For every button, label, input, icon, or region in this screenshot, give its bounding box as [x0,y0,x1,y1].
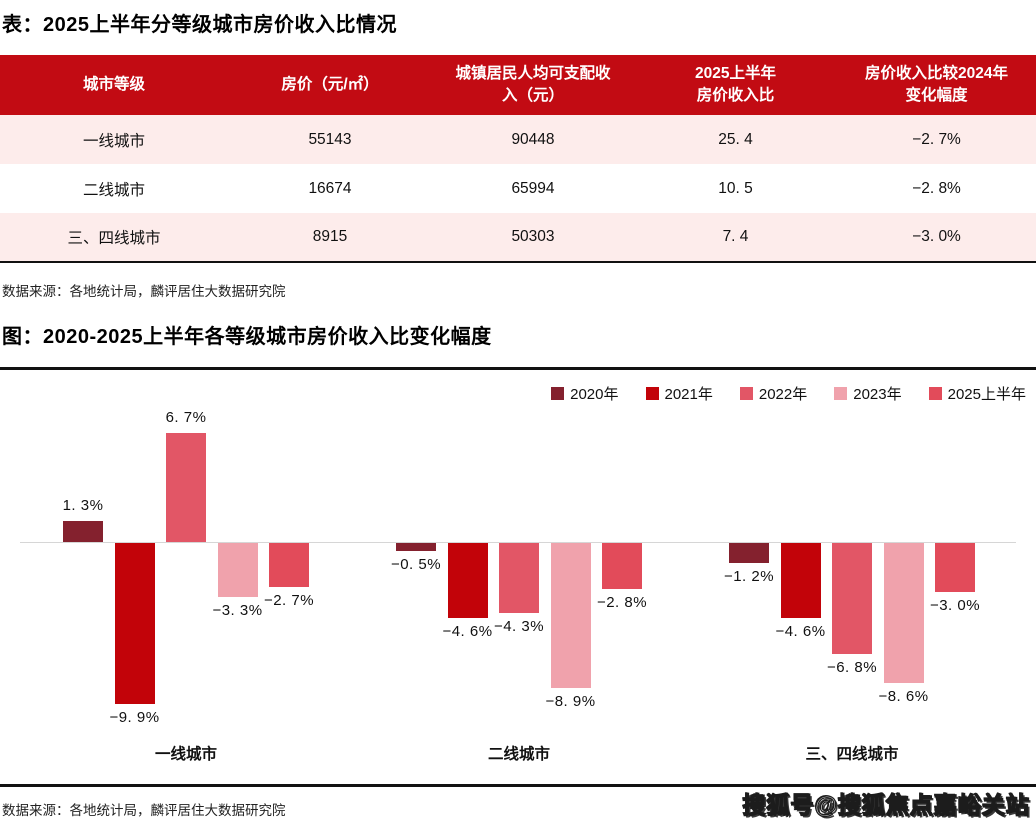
legend-item: 2025上半年 [928,383,1026,404]
table-cell: −2. 8% [837,164,1036,213]
bar-value-label: 6. 7% [165,409,207,426]
column-header-1: 房价（元/㎡） [228,55,432,115]
bar-value-label: −9. 9% [109,709,160,726]
table-cell: 25. 4 [634,115,837,164]
table-cell: 10. 5 [634,164,837,213]
legend-swatch-icon [739,387,753,400]
table-cell: 65994 [432,164,634,213]
bar-2022年-二线城市 [499,543,539,613]
zero-axis-line [20,542,1016,543]
bar-value-label: −0. 5% [390,556,442,573]
legend-label: 2021年 [664,386,713,403]
bar-2025上半年-二线城市 [602,543,642,589]
legend-item: 2023年 [834,383,902,404]
legend-item: 2022年 [739,383,808,404]
bar-2021年-二线城市 [447,543,488,618]
table-cell: −2. 7% [837,115,1036,164]
table-source-note: 数据来源：各地统计局，麟评居住大数据研究院 [2,284,286,299]
bar-value-label: −1. 2% [723,568,775,585]
price-income-table: 城市等级 房价（元/㎡） 城镇居民人均可支配收 入（元） 2025上半年 房价收入比房… [0,55,1036,263]
table-row: 二线城市 16674 65994 10. 5 −2. 8% [0,164,1036,213]
bar-2020年-二线城市 [396,543,436,551]
legend-label: 2020年 [570,386,619,403]
column-header-3: 2025上半年 房价收入比 [634,55,837,115]
table-row: 三、四线城市 8915 50303 7. 4 −3. 0% [0,213,1036,262]
legend-label: 2025上半年 [947,386,1026,403]
category-label: 一线城市 [154,746,217,763]
bar-value-label: −4. 6% [442,623,493,640]
table-title: 表：2025上半年分等级城市房价收入比情况 [2,14,397,36]
bar-value-label: −2. 7% [263,592,315,609]
bar-2022年-三、四线城市 [832,543,872,654]
category-label: 三、四线城市 [805,746,899,763]
bar-chart: 2020年 2021年 2022年 2023年 2025上半年 1. 3% −0. 5% −… [0,367,1036,787]
column-header-4: 房价收入比较2024年 变化幅度 [837,55,1036,115]
bar-2021年-一线城市 [114,543,155,704]
chart-title: 图：2020-2025上半年各等级城市房价收入比变化幅度 [2,326,492,348]
table-cell: 三、四线城市 [0,213,228,262]
bar-2025上半年-三、四线城市 [935,543,975,592]
bar-value-label: −8. 9% [545,693,596,710]
category-label: 二线城市 [487,746,550,763]
bar-value-label: −8. 6% [878,688,929,705]
table-cell: −3. 0% [837,213,1036,262]
bar-2020年-三、四线城市 [729,543,769,563]
table-cell: 8915 [228,213,432,262]
legend-item: 2020年 [551,383,619,404]
table-header-row: 城市等级 房价（元/㎡） 城镇居民人均可支配收 入（元） 2025上半年 房价收入比房… [0,55,1036,115]
table-row: 一线城市 55143 90448 25. 4 −2. 7% [0,115,1036,164]
bar-2025上半年-一线城市 [269,543,309,587]
column-header-0: 城市等级 [0,55,228,115]
legend-label: 2023年 [853,386,902,403]
legend-item: 2021年 [645,383,713,404]
table-cell: 一线城市 [0,115,228,164]
bar-2020年-一线城市 [63,521,103,542]
bar-value-label: −4. 3% [493,618,545,635]
table-cell: 16674 [228,164,432,213]
bar-value-label: −3. 3% [212,602,263,619]
bar-value-label: −4. 6% [775,623,826,640]
bar-value-label: 1. 3% [62,497,104,514]
table-cell: 50303 [432,213,634,262]
table-cell: 90448 [432,115,634,164]
table-cell: 7. 4 [634,213,837,262]
bar-value-label: −3. 0% [929,597,981,614]
column-header-2: 城镇居民人均可支配收 入（元） [432,55,634,115]
bar-2021年-三、四线城市 [780,543,821,618]
legend-swatch-icon [645,387,659,400]
legend-swatch-icon [551,387,565,400]
legend-label: 2022年 [758,386,808,403]
bar-2023年-三、四线城市 [883,543,924,683]
watermark-text: 搜狐号@搜狐焦点嘉峪关站 [742,791,1030,818]
chart-source-note: 数据来源：各地统计局，麟评居住大数据研究院 [2,803,286,818]
legend-swatch-icon [834,387,848,400]
table-cell: 55143 [228,115,432,164]
chart-legend: 2020年 2021年 2022年 2023年 2025上半年 [551,383,1026,404]
bar-2022年-一线城市 [166,433,206,542]
bar-2023年-一线城市 [217,543,258,597]
bar-value-label: −6. 8% [826,659,878,676]
bar-value-label: −2. 8% [596,594,648,611]
legend-swatch-icon [928,387,942,400]
bar-2023年-二线城市 [550,543,591,688]
table-cell: 二线城市 [0,164,228,213]
